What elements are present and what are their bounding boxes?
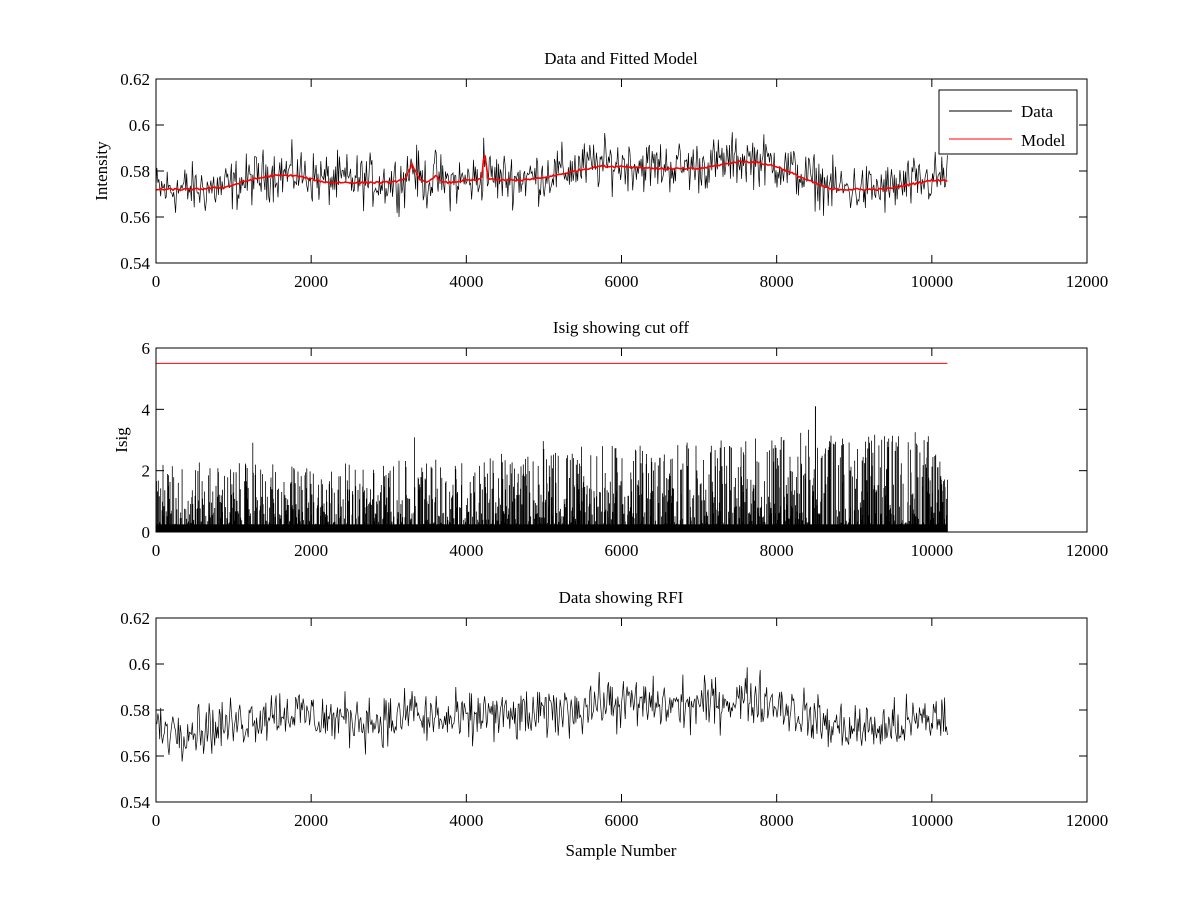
legend-label-model: Model [1021, 131, 1066, 150]
x-axis-label: Sample Number [566, 841, 677, 860]
y-axis-label: Isig [112, 427, 131, 453]
y-tick-label: 0.54 [120, 793, 150, 812]
y-tick-label: 0.56 [120, 747, 150, 766]
plot-area [156, 132, 948, 218]
y-tick-label: 0.58 [120, 701, 150, 720]
x-tick-label: 0 [152, 811, 161, 830]
y-axis-label: Intensity [92, 141, 111, 201]
x-tick-label: 6000 [605, 541, 639, 560]
y-tick-label: 6 [142, 339, 151, 358]
y-tick-label: 4 [142, 400, 151, 419]
y-tick-label: 0.54 [120, 254, 150, 273]
series-trace-baseline [156, 524, 948, 532]
x-tick-label: 6000 [605, 811, 639, 830]
x-tick-label: 10000 [911, 272, 954, 291]
y-tick-label: 0 [142, 523, 151, 542]
x-tick-label: 0 [152, 541, 161, 560]
x-tick-label: 12000 [1066, 541, 1109, 560]
y-tick-label: 0.62 [120, 70, 150, 89]
x-tick-label: 4000 [449, 272, 483, 291]
y-tick-label: 0.56 [120, 208, 150, 227]
y-tick-label: 0.58 [120, 162, 150, 181]
x-tick-label: 10000 [911, 811, 954, 830]
x-tick-label: 8000 [760, 811, 794, 830]
axis-ticks: 0 2000 4000 6000 8000 10000 12000 0 2 4 6 [142, 339, 1109, 560]
series-trace [156, 667, 948, 762]
legend-label-data: Data [1021, 102, 1054, 121]
axis-ticks: 0 2000 4000 6000 8000 10000 12000 0.54 0.56 0.58 0… [120, 609, 1108, 830]
x-tick-label: 8000 [760, 272, 794, 291]
x-tick-label: 0 [152, 272, 161, 291]
y-tick-label: 2 [142, 462, 151, 481]
y-tick-label: 0.6 [129, 116, 150, 135]
panel-data-showing-rfi: Data showing RFI 0 2000 4000 6000 8000 10000 1… [120, 588, 1108, 860]
series-data [156, 132, 948, 218]
x-tick-label: 8000 [760, 541, 794, 560]
x-tick-label: 12000 [1066, 272, 1109, 291]
panel-isig-showing-cut-off: Isig showing cut off Isig 0 2000 4000 6000 8… [112, 318, 1108, 560]
series-model [156, 155, 948, 192]
legend: Data Model [938, 89, 1078, 155]
y-tick-label: 0.6 [129, 655, 150, 674]
x-tick-label: 12000 [1066, 811, 1109, 830]
axis-ticks: 0 2000 4000 6000 8000 10000 12000 0.54 0.56 0.58 0… [120, 70, 1108, 291]
x-tick-label: 2000 [294, 811, 328, 830]
x-tick-label: 4000 [449, 811, 483, 830]
y-tick-label: 0.62 [120, 609, 150, 628]
x-tick-label: 2000 [294, 541, 328, 560]
plot-area [156, 667, 948, 762]
x-tick-label: 4000 [449, 541, 483, 560]
x-tick-label: 2000 [294, 272, 328, 291]
chart-title: Data and Fitted Model [544, 49, 698, 68]
legend-box [938, 89, 1078, 155]
x-tick-label: 6000 [605, 272, 639, 291]
panel-data-and-fitted-model: Data and Fitted Model Intensity 0 2000 400… [92, 49, 1108, 291]
x-tick-label: 10000 [911, 541, 954, 560]
chart-title: Isig showing cut off [553, 318, 689, 337]
chart-title: Data showing RFI [559, 588, 684, 607]
